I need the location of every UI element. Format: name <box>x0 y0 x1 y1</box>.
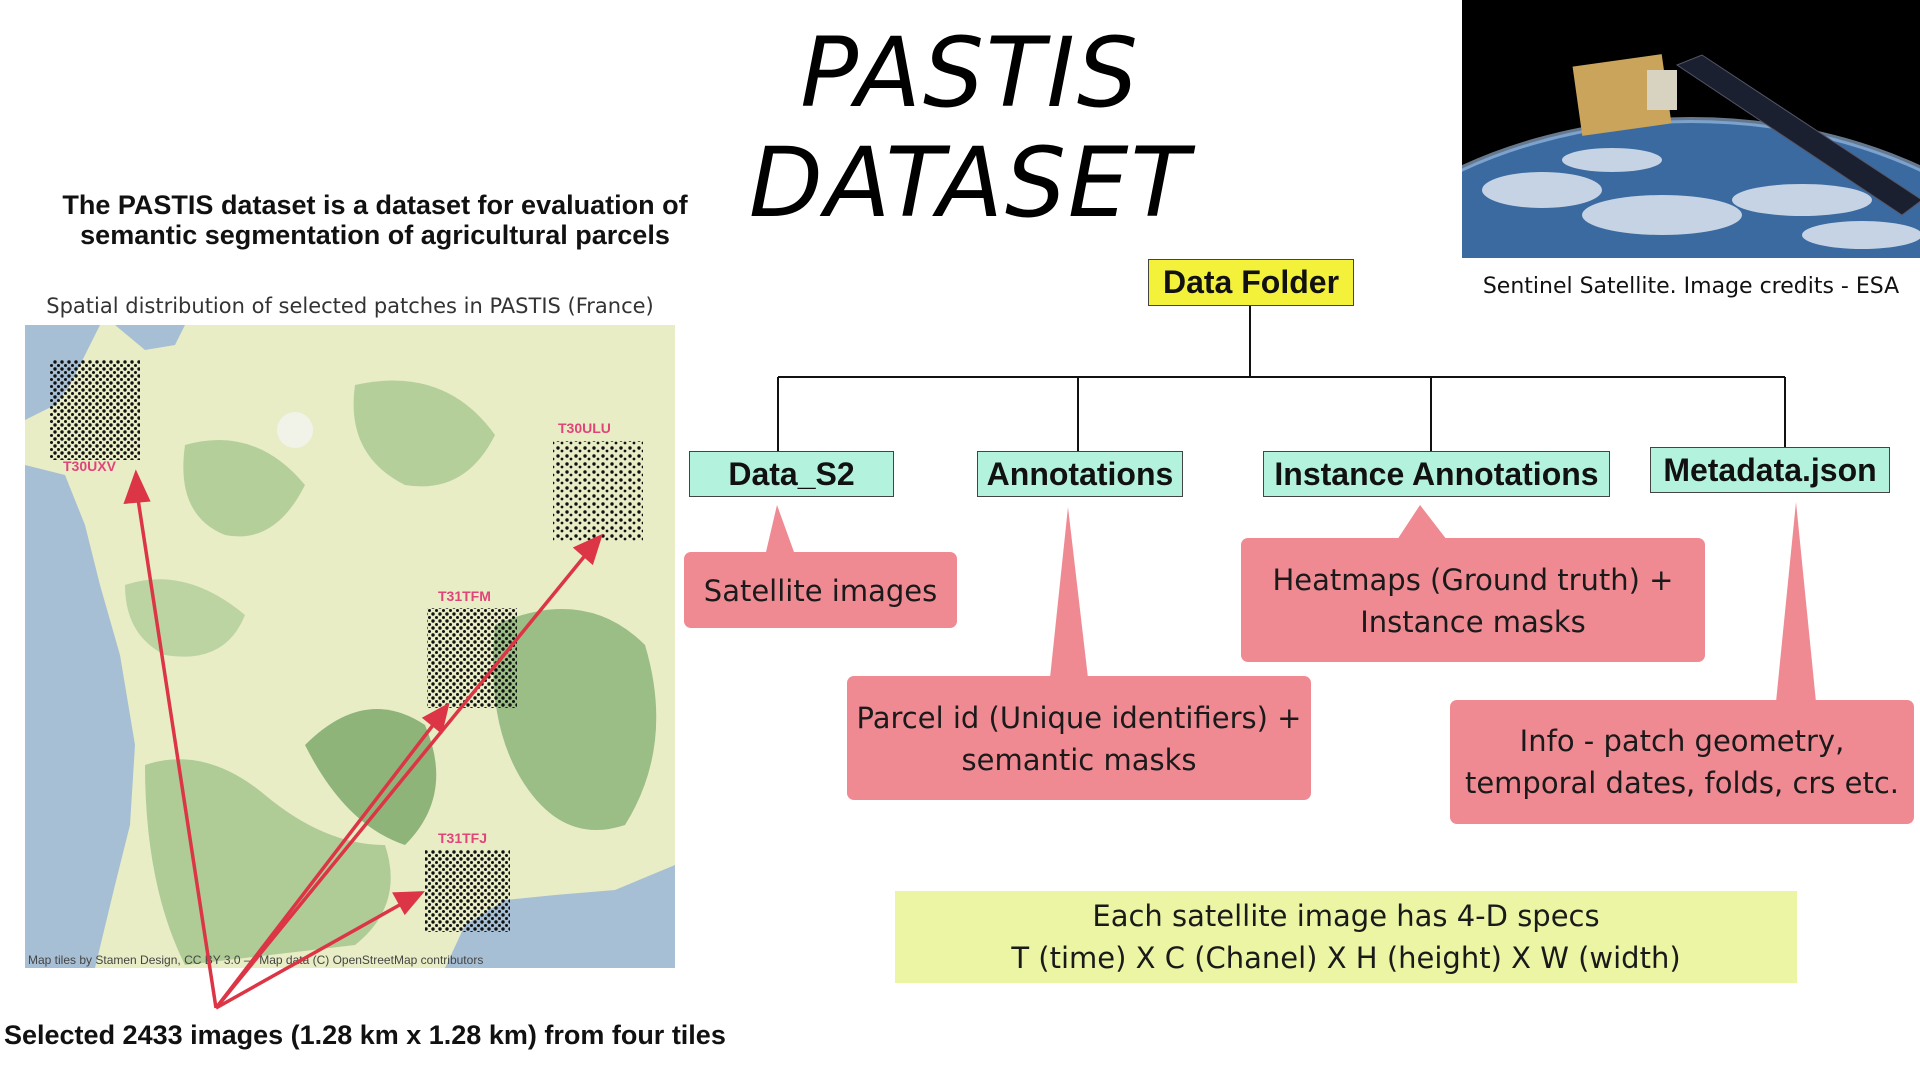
callout-text-annotations: Parcel id (Unique identifiers) + semanti… <box>847 678 1311 800</box>
satellite-module <box>1647 70 1677 110</box>
cloud-3 <box>1732 184 1872 216</box>
satellite-photo-graphic <box>1268 0 1920 723</box>
sentinel-satellite <box>1572 54 1920 216</box>
callout-metadata-line-2: temporal dates, folds, crs etc. <box>1464 766 1900 800</box>
callout-instance-line-1: Heatmaps (Ground truth) + <box>1272 563 1674 597</box>
terrain-alps <box>493 609 657 830</box>
tile-label-t31tfm: T31TFM <box>438 588 491 604</box>
tile-label-t31tfj: T31TFJ <box>438 830 487 846</box>
tile-label-t30ulu: T30ULU <box>558 420 611 436</box>
terrain-northeast <box>353 380 495 487</box>
terrain-southwest <box>145 759 391 965</box>
arrowhead-t30ulu <box>572 533 603 566</box>
sea-atlantic <box>25 465 135 968</box>
city-paris <box>277 412 313 448</box>
callout-metadata-line-1: Info - patch geometry, <box>1519 724 1845 758</box>
cloud-4 <box>1562 148 1662 172</box>
tile-t31tfj-patches <box>425 850 510 932</box>
description-line-1: The PASTIS dataset is a dataset for eval… <box>62 190 688 220</box>
sea-mediterranean <box>445 865 675 968</box>
satellite-photo <box>1268 0 1920 723</box>
page-title: PASTIS DATASET <box>748 17 1192 240</box>
sea-channel-2 <box>115 325 185 350</box>
terrain-north <box>183 440 305 537</box>
arrowhead-t30uxv <box>123 469 151 504</box>
callout-text-instance: Heatmaps (Ground truth) + Instance masks <box>1241 540 1705 662</box>
cloud-1 <box>1482 172 1602 208</box>
callout-text-data-s2: Satellite images <box>703 574 938 608</box>
arrowhead-t31tfj <box>392 891 425 916</box>
tree-node-metadata-json: Metadata.json <box>1650 447 1890 493</box>
callout-annotations-line-1: Parcel id (Unique identifiers) + <box>856 701 1302 735</box>
arrow-to-t30ulu <box>214 545 594 1010</box>
spec-line-1: Each satellite image has 4-D specs <box>1092 899 1600 933</box>
satellite-credit: Sentinel Satellite. Image credits - ESA <box>1482 274 1900 299</box>
dataset-description: The PASTIS dataset is a dataset for eval… <box>20 190 730 250</box>
arrow-to-t30uxv <box>134 485 218 1009</box>
france-map-graphic: T30UXV T30ULU T31TFM T31TFJ Map tiles by… <box>25 325 675 968</box>
callout-annotations-line-2: semantic masks <box>961 743 1197 777</box>
satellite-body <box>1572 54 1672 136</box>
tree-node-annotations: Annotations <box>977 451 1183 497</box>
arrow-to-t31tfj <box>215 896 413 1010</box>
france-map: T30UXV T30ULU T31TFM T31TFJ Map tiles by… <box>25 325 675 968</box>
tree-root-data-folder: Data Folder <box>1148 259 1354 306</box>
cloud-2 <box>1582 195 1742 235</box>
solar-panel <box>1675 54 1920 216</box>
description-line-2: semantic segmentation of agricultural pa… <box>80 220 670 250</box>
callout-text-metadata: Info - patch geometry, temporal dates, f… <box>1450 701 1914 823</box>
tile-t30uxv-patches <box>50 360 140 460</box>
tree-node-instance-annotations: Instance Annotations <box>1263 451 1610 497</box>
tile-t30ulu-patches <box>553 441 643 541</box>
map-caption: Spatial distribution of selected patches… <box>46 294 654 318</box>
cloud-5 <box>1802 221 1920 249</box>
spec-note: Each satellite image has 4-D specs T (ti… <box>895 891 1797 983</box>
arrowhead-t31tfm <box>421 702 450 735</box>
arrow-to-t31tfm <box>214 714 442 1010</box>
spec-line-2: T (time) X C (Chanel) X H (height) X W (… <box>1011 941 1681 975</box>
tile-label-t30uxv: T30UXV <box>63 458 117 474</box>
tree-node-data-s2: Data_S2 <box>689 451 894 497</box>
selection-note: Selected 2433 images (1.28 km x 1.28 km)… <box>4 1020 726 1050</box>
terrain-central <box>305 709 437 845</box>
callout-instance-line-2: Instance masks <box>1360 605 1586 639</box>
